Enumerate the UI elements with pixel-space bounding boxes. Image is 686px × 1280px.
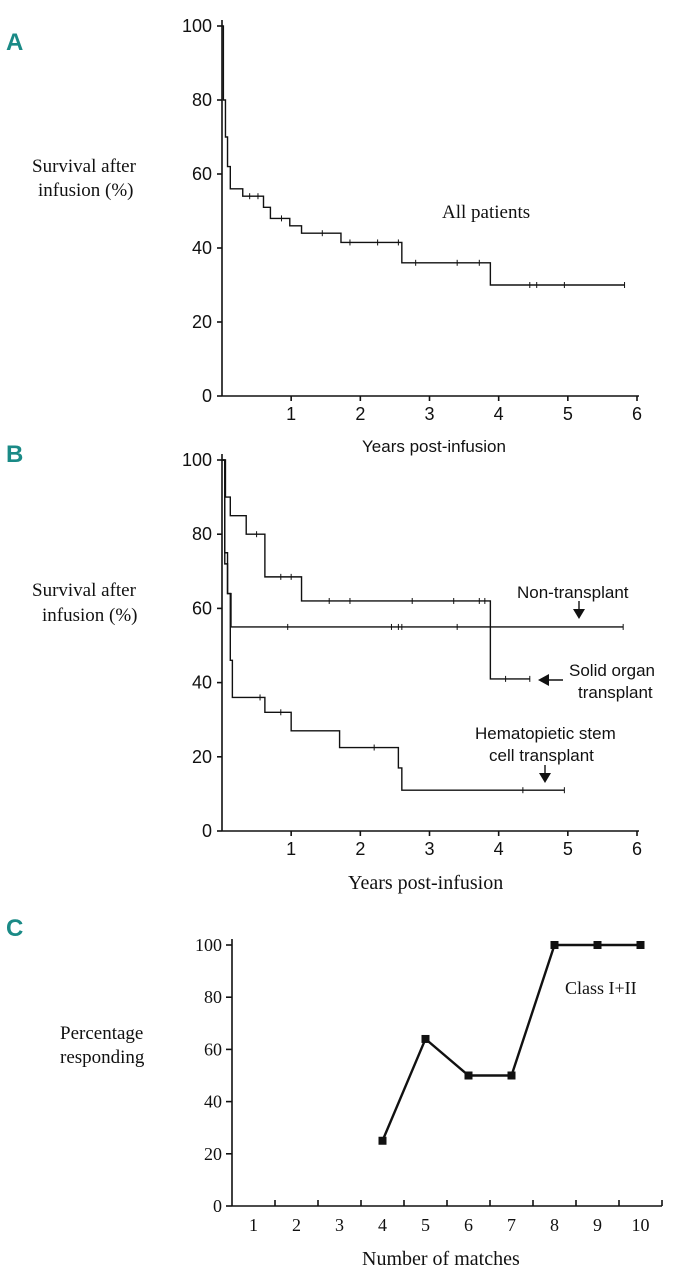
panel-c-annotation-class: Class I+II bbox=[565, 978, 637, 998]
panel-b-xtick-label-1: 1 bbox=[286, 839, 296, 859]
panel-b-letter: B bbox=[6, 441, 23, 468]
panel-a-ytick-label-80: 80 bbox=[192, 90, 212, 110]
panel-c-ytick-label-0: 0 bbox=[213, 1196, 222, 1216]
panel-c-point-8 bbox=[550, 941, 559, 949]
panel-b-xtick-label-4: 4 bbox=[494, 839, 504, 859]
panel-c-ytick-label-80: 80 bbox=[204, 987, 222, 1007]
panel-b-ytick-label-80: 80 bbox=[192, 524, 212, 544]
arrow-solid-organ bbox=[538, 674, 563, 686]
panel-c-series-line bbox=[381, 943, 641, 1142]
label-hsct-line1: Hematopietic stem bbox=[475, 724, 616, 743]
panel-b-xtick-label-3: 3 bbox=[424, 839, 434, 859]
panel-a-ylabel-line1: Survival after bbox=[32, 156, 137, 177]
label-solid-organ-line2: transplant bbox=[578, 683, 653, 702]
panel-b: B Survival after infusion (%) Years post… bbox=[6, 441, 655, 894]
panel-b-ylabel-line2: infusion (%) bbox=[42, 605, 138, 626]
panel-c-xtick-label-4: 4 bbox=[378, 1215, 387, 1235]
panel-c-xtick-label-9: 9 bbox=[593, 1215, 602, 1235]
panel-a-ytick-label-100: 100 bbox=[182, 16, 212, 36]
panel-c-ytick-label-40: 40 bbox=[204, 1092, 222, 1112]
panel-c-point-9 bbox=[593, 941, 602, 949]
panel-c-xtick-label-5: 5 bbox=[421, 1215, 430, 1235]
panel-b-curve-hematopietic-stem-cell-transplant bbox=[222, 459, 565, 791]
arrow-hsct bbox=[539, 765, 551, 783]
panel-a-xtick-label-1: 1 bbox=[286, 404, 296, 424]
panel-b-ylabel-line1: Survival after bbox=[32, 580, 137, 601]
panel-c-point-4 bbox=[378, 1136, 387, 1145]
panel-c-point-5 bbox=[421, 1034, 430, 1043]
panel-b-ytick-label-0: 0 bbox=[202, 821, 212, 841]
panel-a-letter: A bbox=[6, 29, 23, 56]
panel-c-xtick-label-1: 1 bbox=[249, 1215, 258, 1235]
panel-c: C Percentage responding Number of matche… bbox=[6, 915, 663, 1270]
panel-c-ytick-label-20: 20 bbox=[204, 1144, 222, 1164]
panel-b-xlabel: Years post-infusion bbox=[348, 872, 503, 894]
panel-c-ylabel-line1: Percentage bbox=[60, 1023, 143, 1044]
panel-a-ytick-label-40: 40 bbox=[192, 238, 212, 258]
panel-b-ytick-label-40: 40 bbox=[192, 673, 212, 693]
panel-b-xtick-label-2: 2 bbox=[355, 839, 365, 859]
panel-c-ylabel-line2: responding bbox=[60, 1047, 145, 1068]
panel-b-xtick-label-5: 5 bbox=[563, 839, 573, 859]
panel-c-point-6 bbox=[464, 1071, 473, 1080]
panel-a-xtick-label-5: 5 bbox=[563, 404, 573, 424]
panel-b-xtick-label-6: 6 bbox=[632, 839, 642, 859]
panel-a-xtick-label-3: 3 bbox=[424, 404, 434, 424]
panel-c-xtick-label-2: 2 bbox=[292, 1215, 301, 1235]
panel-c-xtick-label-6: 6 bbox=[464, 1215, 473, 1235]
panel-a-curve-all-patients bbox=[222, 25, 625, 286]
panel-b-ytick-label-60: 60 bbox=[192, 598, 212, 618]
panel-a: A Survival after infusion (%) Years post… bbox=[6, 16, 642, 456]
panel-a-xtick-label-4: 4 bbox=[494, 404, 504, 424]
panel-a-ytick-label-20: 20 bbox=[192, 312, 212, 332]
panel-a-ytick-label-60: 60 bbox=[192, 164, 212, 184]
panel-a-annotation-all-patients: All patients bbox=[442, 202, 530, 223]
panel-c-xtick-label-7: 7 bbox=[507, 1215, 516, 1235]
arrow-non-transplant bbox=[573, 601, 585, 619]
panel-c-xlabel: Number of matches bbox=[362, 1248, 520, 1270]
panel-a-xtick-label-6: 6 bbox=[632, 404, 642, 424]
panel-c-xtick-label-3: 3 bbox=[335, 1215, 344, 1235]
panel-c-point-10 bbox=[636, 941, 645, 949]
panel-c-point-7 bbox=[507, 1071, 516, 1080]
label-non-transplant: Non-transplant bbox=[517, 583, 629, 602]
panel-c-xtick-label-8: 8 bbox=[550, 1215, 559, 1235]
panel-b-ytick-label-100: 100 bbox=[182, 450, 212, 470]
panel-c-letter: C bbox=[6, 915, 23, 942]
panel-c-ytick-label-100: 100 bbox=[195, 935, 222, 955]
label-hsct-line2: cell transplant bbox=[489, 746, 594, 765]
panel-a-ytick-label-0: 0 bbox=[202, 386, 212, 406]
panel-a-xlabel: Years post-infusion bbox=[362, 437, 506, 456]
panel-c-xtick-label-10: 10 bbox=[632, 1215, 650, 1235]
panel-b-curve-solid-organ-transplant bbox=[222, 459, 530, 680]
panel-a-xtick-label-2: 2 bbox=[355, 404, 365, 424]
label-solid-organ-line1: Solid organ bbox=[569, 661, 655, 680]
panel-c-ytick-label-60: 60 bbox=[204, 1039, 222, 1059]
panel-a-ylabel-line2: infusion (%) bbox=[38, 180, 134, 201]
panel-b-ytick-label-20: 20 bbox=[192, 747, 212, 767]
